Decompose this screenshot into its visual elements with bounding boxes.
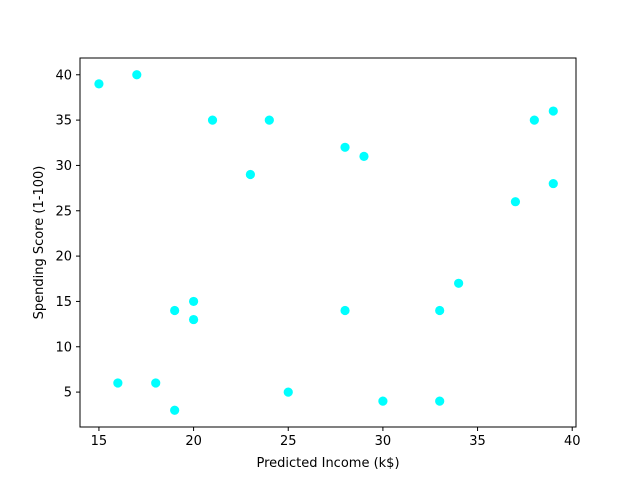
data-point [188, 296, 199, 307]
y-tick-label: 40 [55, 68, 72, 83]
x-tick-label: 40 [564, 434, 581, 449]
data-point [188, 314, 199, 325]
x-tick-label: 25 [280, 434, 297, 449]
x-axis-ticks: 15 20 25 30 35 40 [91, 427, 581, 449]
data-point [132, 70, 142, 80]
data-point [359, 151, 369, 161]
y-tick-label: 25 [55, 204, 72, 219]
data-point [264, 115, 274, 125]
data-point [94, 79, 104, 89]
data-point [454, 278, 464, 288]
data-point [548, 178, 558, 189]
data-point [435, 396, 445, 406]
data-point [170, 405, 180, 415]
data-point [378, 396, 388, 406]
y-tick-label: 20 [55, 250, 72, 265]
x-tick-label: 20 [185, 434, 202, 449]
x-tick-label: 35 [469, 434, 486, 449]
y-tick-label: 5 [64, 386, 72, 401]
data-point [207, 115, 218, 125]
y-tick-label: 15 [55, 295, 72, 310]
x-tick-label: 30 [375, 434, 392, 449]
data-point [151, 378, 161, 388]
data-points [94, 70, 558, 415]
data-point [548, 106, 558, 116]
plot-frame [79, 57, 577, 428]
y-tick-label: 30 [55, 159, 72, 174]
x-axis-title: Predicted Income (k$) [256, 456, 399, 471]
y-tick-label: 35 [55, 114, 72, 129]
data-point [529, 115, 539, 125]
data-point [283, 387, 293, 397]
data-point [510, 197, 521, 207]
data-point [435, 305, 445, 316]
data-point [170, 305, 180, 316]
data-point [340, 305, 350, 316]
data-point [340, 142, 350, 152]
plot-area [79, 57, 577, 428]
y-tick-label: 10 [55, 340, 72, 355]
data-point [113, 378, 123, 388]
y-axis-title: Spending Score (1-100) [32, 166, 47, 320]
data-point [245, 169, 255, 180]
x-tick-label: 15 [91, 434, 108, 449]
y-axis-ticks: 5 10 15 20 25 30 35 40 [55, 68, 80, 401]
